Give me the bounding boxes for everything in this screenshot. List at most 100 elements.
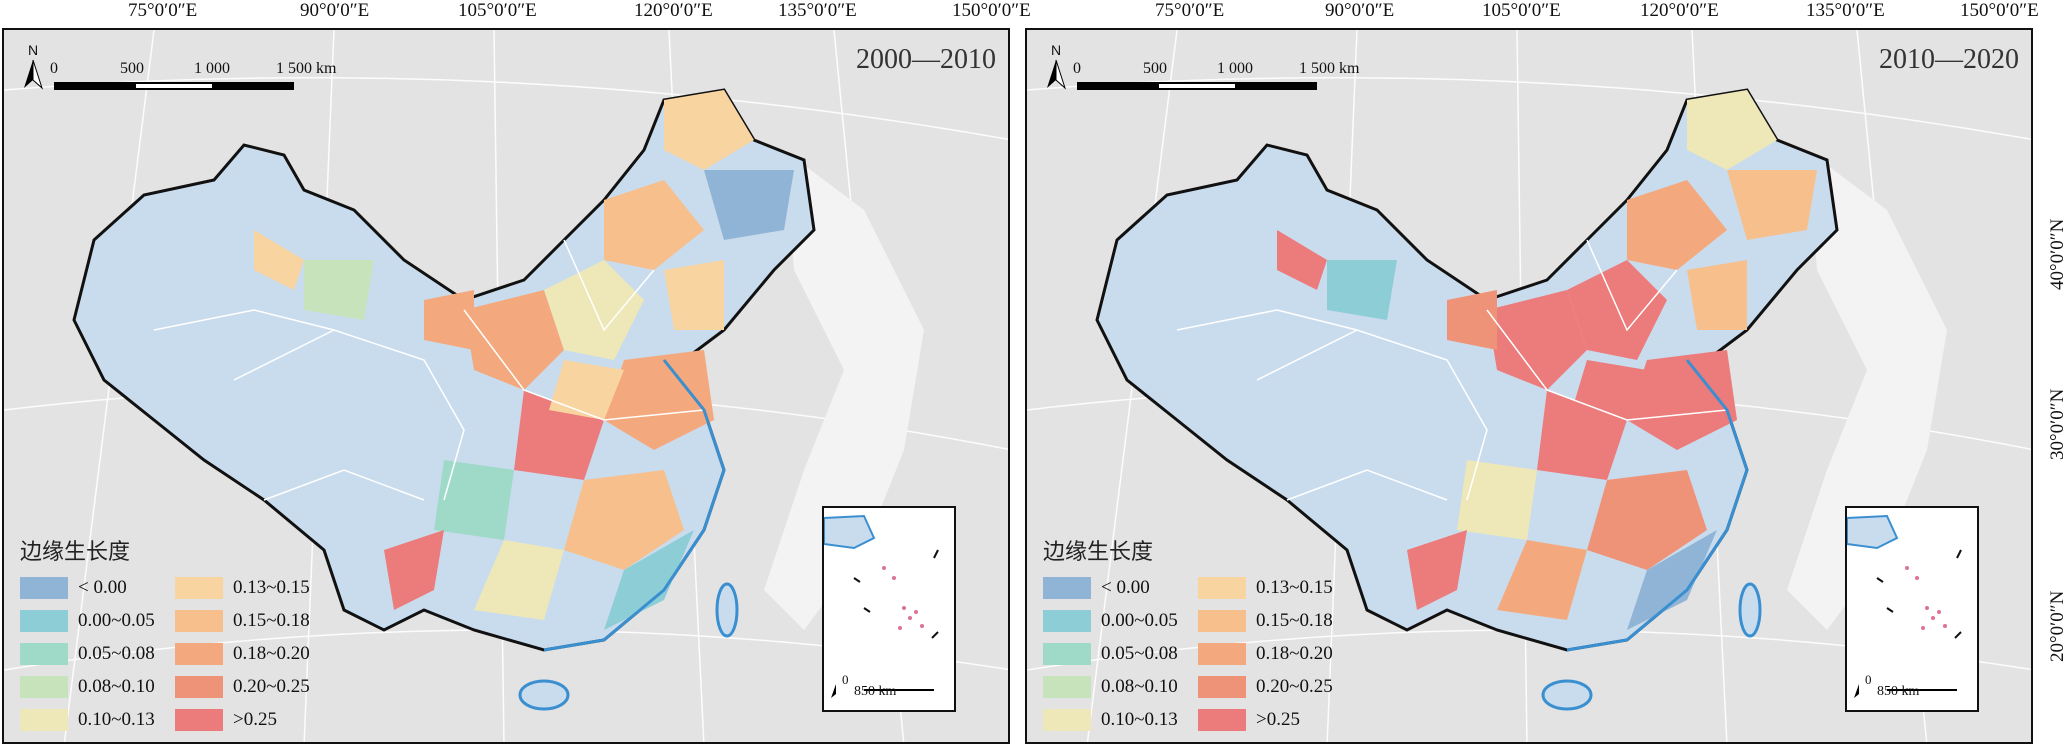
legend-swatch <box>1198 577 1246 599</box>
longitude-label: 75°0′0″E <box>128 0 198 21</box>
coastline <box>1566 359 1749 652</box>
north-arrow-icon: N <box>1043 42 1069 92</box>
scale-tick: 0 <box>1073 60 1081 77</box>
scale-segment <box>54 82 134 90</box>
legend-label: 0.08~0.10 <box>1101 676 1178 697</box>
legend-label: 0.18~0.20 <box>1256 643 1333 664</box>
legend-label: 0.15~0.18 <box>233 610 310 631</box>
scale-tick: 1 500 km <box>276 60 337 77</box>
south-china-sea-inset: 0 850 km <box>822 506 956 712</box>
legend-item: 0.08~0.10 <box>20 675 175 699</box>
legend-item: 0.13~0.15 <box>175 576 330 600</box>
taiwan-island <box>715 582 739 638</box>
legend-label: 0.10~0.13 <box>78 709 155 730</box>
neighbor-land <box>764 150 924 630</box>
legend-item: 0.15~0.18 <box>1198 609 1353 633</box>
legend-label: >0.25 <box>1256 709 1300 730</box>
latitude-label: 30°0′0″N <box>2047 388 2068 460</box>
longitude-label: 150°0′0″E <box>1960 0 2039 21</box>
legend-label: 0.05~0.08 <box>78 643 155 664</box>
scale-tick: 1 500 km <box>1299 60 1360 77</box>
taiwan-island <box>1738 582 1762 638</box>
inset-scale-label: 850 km <box>1877 684 1920 699</box>
legend-label: 0.00~0.05 <box>1101 610 1178 631</box>
legend-label: >0.25 <box>233 709 277 730</box>
scale-tick: 1 000 <box>194 60 230 77</box>
longitude-label: 120°0′0″E <box>1640 0 1719 21</box>
inset-scale-zero: 0 <box>1865 672 1872 687</box>
legend-item: 0.20~0.25 <box>175 675 330 699</box>
legend-item: 0.08~0.10 <box>1043 675 1198 699</box>
legend-label: 0.15~0.18 <box>1256 610 1333 631</box>
legend-item: 0.20~0.25 <box>1198 675 1353 699</box>
longitude-label: 90°0′0″E <box>300 0 370 21</box>
longitude-label: 120°0′0″E <box>634 0 713 21</box>
province-borders <box>1176 239 1728 501</box>
legend-item: 0.15~0.18 <box>175 609 330 633</box>
coastline <box>543 359 726 652</box>
legend-swatch <box>20 676 68 698</box>
legend-label: 0.08~0.10 <box>78 676 155 697</box>
legend: 边缘生长度 < 0.00 0.00~0.05 0.05~0.08 0.08~0.… <box>20 534 360 732</box>
legend-item: >0.25 <box>1198 708 1353 732</box>
province-borders <box>153 239 705 501</box>
map-panel-2000-2010: 2000—2010 N 0 500 1 000 1 500 km 边缘生长度 <… <box>2 28 1010 744</box>
scale-segment <box>134 82 214 90</box>
legend-swatch <box>1043 643 1091 665</box>
legend-title: 边缘生长度 <box>20 540 131 565</box>
legend-swatch <box>175 709 223 731</box>
map-panel-2010-2020: 2010—2020 N 0 500 1 000 1 500 km 边缘生长度 <… <box>1025 28 2033 744</box>
legend-swatch <box>1198 643 1246 665</box>
legend-swatch <box>1043 577 1091 599</box>
scale-tick: 1 000 <box>1217 60 1253 77</box>
legend-label: < 0.00 <box>1101 577 1150 598</box>
scale-tick: 500 <box>120 60 144 77</box>
legend-item: 0.13~0.15 <box>1198 576 1353 600</box>
legend-swatch <box>20 610 68 632</box>
scale-tick: 500 <box>1143 60 1167 77</box>
legend-swatch <box>20 643 68 665</box>
longitude-label: 105°0′0″E <box>1482 0 1561 21</box>
inset-scale-label: 850 km <box>854 684 897 699</box>
longitude-label: 150°0′0″E <box>952 0 1031 21</box>
legend-item: >0.25 <box>175 708 330 732</box>
longitude-label: 105°0′0″E <box>458 0 537 21</box>
legend-swatch <box>1198 709 1246 731</box>
longitude-label: 135°0′0″E <box>1806 0 1885 21</box>
legend-item: 0.18~0.20 <box>1198 642 1353 666</box>
hainan-island <box>518 679 570 711</box>
longitude-label: 135°0′0″E <box>778 0 857 21</box>
legend-swatch <box>175 577 223 599</box>
legend-swatch <box>20 709 68 731</box>
legend-swatch <box>1043 709 1091 731</box>
latitude-label: 20°0′0″N <box>2047 590 2068 662</box>
scale-segment <box>1077 82 1157 90</box>
legend-item: 0.00~0.05 <box>1043 609 1198 633</box>
legend: 边缘生长度 < 0.00 0.00~0.05 0.05~0.08 0.08~0.… <box>1043 534 1383 732</box>
hainan-island <box>1541 679 1593 711</box>
legend-swatch <box>1198 676 1246 698</box>
legend-item: 0.00~0.05 <box>20 609 175 633</box>
legend-swatch <box>1198 610 1246 632</box>
north-arrow-icon: N <box>20 42 46 92</box>
scale-segment <box>214 82 294 90</box>
legend-label: 0.10~0.13 <box>1101 709 1178 730</box>
legend-item: 0.05~0.08 <box>1043 642 1198 666</box>
legend-item: < 0.00 <box>1043 576 1198 600</box>
legend-swatch <box>20 577 68 599</box>
south-china-sea-inset: 0 850 km <box>1845 506 1979 712</box>
legend-label: 0.20~0.25 <box>1256 676 1333 697</box>
legend-label: < 0.00 <box>78 577 127 598</box>
north-label: N <box>1051 42 1062 58</box>
legend-item: 0.10~0.13 <box>1043 708 1198 732</box>
legend-label: 0.05~0.08 <box>1101 643 1178 664</box>
legend-item: < 0.00 <box>20 576 175 600</box>
legend-item: 0.10~0.13 <box>20 708 175 732</box>
legend-item: 0.18~0.20 <box>175 642 330 666</box>
scale-bar: 0 500 1 000 1 500 km <box>50 60 336 100</box>
scale-segment <box>1237 82 1317 90</box>
regions <box>1277 90 1817 630</box>
legend-label: 0.13~0.15 <box>1256 577 1333 598</box>
period-label: 2000—2010 <box>856 44 996 75</box>
legend-label: 0.20~0.25 <box>233 676 310 697</box>
